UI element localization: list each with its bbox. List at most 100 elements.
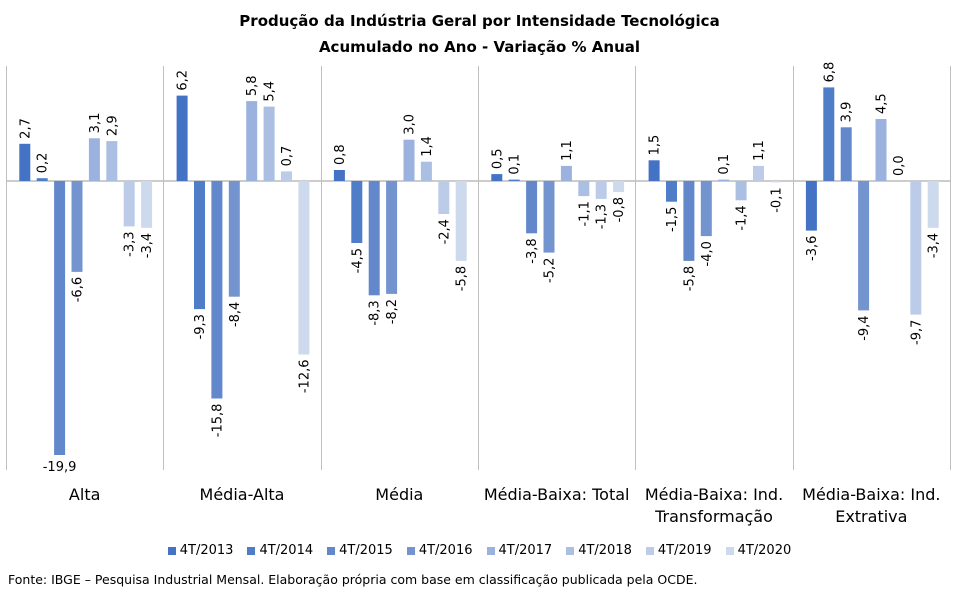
legend-label: 4T/2014	[259, 543, 314, 558]
legend-swatch	[327, 546, 336, 555]
chart-subtitle: Acumulado no Ano - Variação % Anual	[318, 38, 641, 56]
data-label: 0,2	[36, 153, 51, 174]
data-label: -3,8	[525, 238, 540, 263]
data-label: 6,2	[176, 70, 191, 91]
legend-swatch	[247, 546, 256, 555]
data-label: -3,4	[140, 233, 155, 258]
data-label: -9,7	[909, 320, 924, 345]
data-label: -4,0	[700, 241, 715, 266]
category-label: Alta	[69, 485, 100, 504]
bar	[700, 181, 712, 237]
bar	[368, 181, 380, 296]
legend-swatch	[566, 546, 575, 555]
bar	[666, 181, 677, 202]
data-label: -19,9	[43, 460, 77, 475]
legend-item: 4T/2015	[327, 543, 393, 558]
data-label: -12,6	[297, 359, 312, 393]
data-label: 0,1	[508, 154, 523, 175]
bar	[351, 181, 363, 243]
legend: 4T/2013 4T/2014 4T/2015 4T/2016 4T/2017 4T/20…	[0, 543, 959, 558]
data-label: 2,7	[18, 118, 33, 139]
category-label: Transformação	[654, 507, 773, 526]
legend-item: 4T/2013	[167, 543, 234, 558]
bar	[526, 181, 538, 234]
bar	[560, 165, 572, 181]
bar	[246, 101, 258, 181]
bar	[595, 181, 607, 199]
bar	[858, 181, 870, 311]
data-label: 5,8	[245, 75, 260, 96]
category-label: Média-Baixa: Ind.	[645, 485, 783, 504]
legend-label: 4T/2020	[737, 543, 792, 558]
bar	[438, 181, 450, 214]
bar	[298, 181, 310, 355]
bar	[19, 143, 31, 181]
data-label: 0,8	[333, 144, 348, 165]
category-label: Média-Baixa: Ind.	[802, 485, 940, 504]
data-label: -8,4	[228, 302, 243, 327]
legend-label: 4T/2013	[179, 543, 234, 558]
legend-item: 4T/2014	[247, 543, 313, 558]
bar	[88, 138, 100, 181]
data-label: 0,7	[280, 146, 295, 167]
legend-swatch	[406, 546, 415, 555]
bar	[753, 165, 764, 181]
bar	[875, 119, 887, 181]
data-label: 0,1	[717, 154, 732, 175]
category-label: Média	[375, 485, 423, 504]
legend-swatch	[486, 546, 495, 555]
legend-item: 4T/2016	[406, 543, 473, 558]
bar	[176, 95, 188, 181]
bar	[420, 161, 432, 181]
bar	[578, 181, 590, 197]
data-label: 6,8	[822, 62, 837, 83]
category-label: Extrativa	[835, 507, 907, 526]
source-note: Fonte: IBGE – Pesquisa Industrial Mensal…	[8, 572, 698, 587]
legend-item: 4T/2020	[725, 543, 792, 558]
legend-label: 4T/2018	[578, 543, 632, 558]
data-label: -4,5	[350, 248, 365, 273]
bar	[106, 141, 118, 181]
data-label: -5,8	[682, 266, 697, 291]
data-label: 3,0	[403, 114, 418, 135]
data-label: 5,4	[263, 81, 278, 102]
bar	[683, 181, 695, 261]
bar	[71, 181, 83, 272]
data-label: -9,3	[193, 314, 208, 339]
bar	[141, 181, 153, 228]
bar	[648, 160, 660, 181]
data-label: 0,0	[892, 155, 907, 176]
bar	[491, 174, 503, 181]
legend-swatch	[645, 546, 654, 555]
data-label: 3,9	[840, 102, 855, 123]
data-label: -1,3	[595, 204, 610, 229]
legend-label: 4T/2015	[339, 543, 393, 558]
bar	[123, 181, 135, 227]
data-label: -1,5	[665, 207, 680, 232]
bar	[613, 181, 625, 192]
bar	[543, 181, 555, 253]
data-label: -1,4	[735, 205, 750, 230]
bar	[823, 87, 835, 181]
bar	[927, 181, 939, 228]
data-label: -15,8	[210, 404, 225, 438]
bar	[228, 181, 240, 297]
data-label: 1,4	[420, 136, 435, 157]
data-label: -8,3	[368, 300, 383, 325]
data-label: 2,9	[105, 115, 120, 136]
bar	[455, 181, 467, 261]
data-label: -0,1	[769, 187, 784, 212]
data-label: 3,1	[88, 113, 103, 134]
legend-swatch	[725, 546, 734, 555]
data-label: 4,5	[875, 93, 890, 114]
data-label: -8,2	[385, 299, 400, 324]
category-label: Média-Baixa: Total	[484, 485, 630, 504]
bar	[840, 127, 852, 181]
bar	[333, 170, 345, 181]
bar	[735, 181, 747, 201]
bar	[910, 181, 922, 315]
data-label: -9,4	[857, 315, 872, 340]
legend-item: 4T/2019	[645, 543, 712, 558]
bar	[770, 181, 782, 183]
legend-item: 4T/2017	[486, 543, 552, 558]
